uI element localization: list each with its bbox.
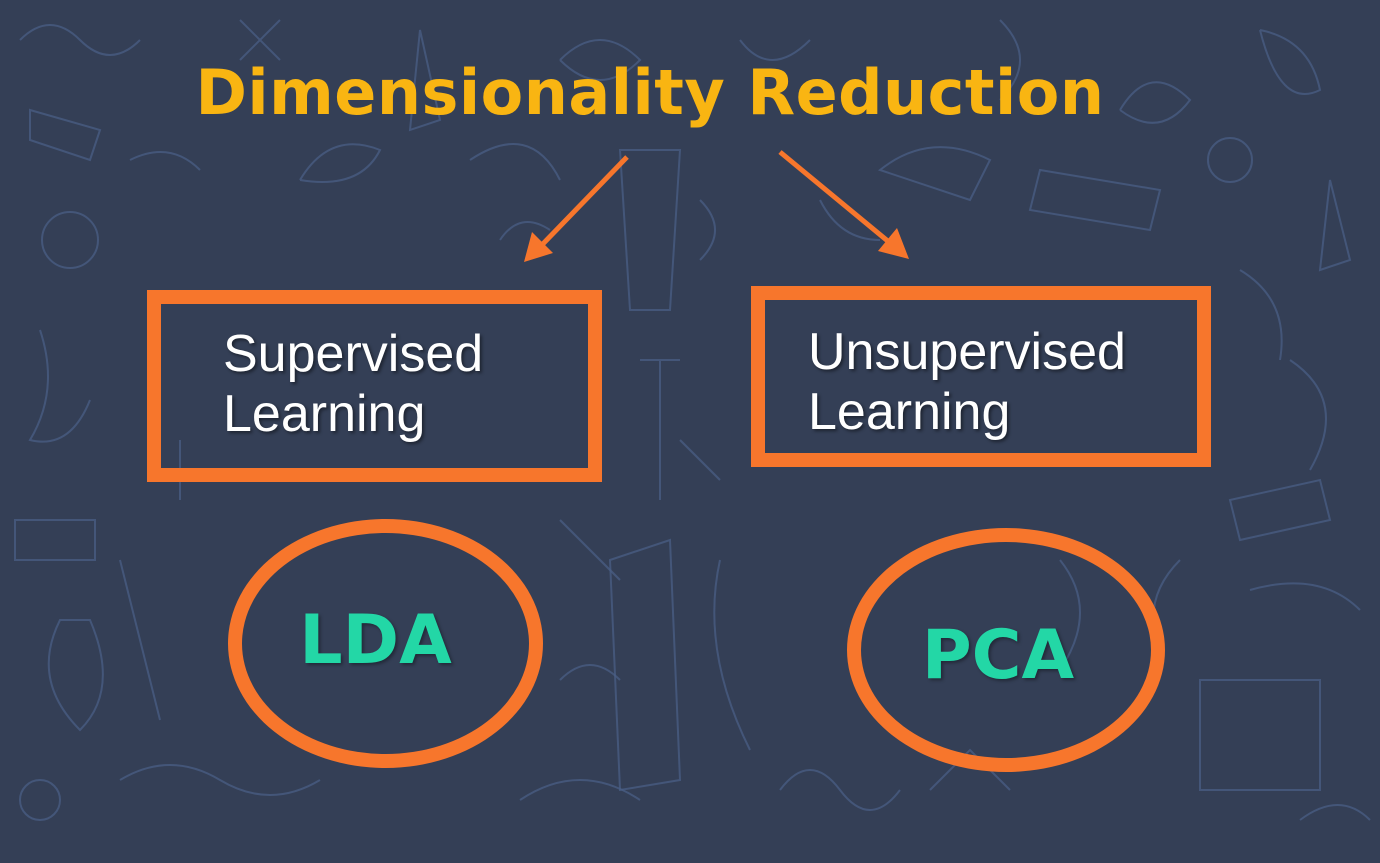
supervised-learning-label: Supervised Learning bbox=[223, 324, 483, 444]
unsupervised-learning-box: Unsupervised Learning bbox=[751, 286, 1211, 467]
supervised-learning-box: Supervised Learning bbox=[147, 290, 602, 482]
lda-label: LDA bbox=[299, 601, 452, 680]
pca-oval: PCA bbox=[847, 528, 1165, 772]
pca-label: PCA bbox=[921, 616, 1075, 695]
unsupervised-label-line1: Unsupervised bbox=[808, 323, 1126, 381]
arrow-to-supervised bbox=[524, 155, 629, 262]
diagram-title: Dimensionality Reduction bbox=[195, 56, 1105, 129]
arrow-to-unsupervised bbox=[778, 150, 909, 259]
unsupervised-learning-label: Unsupervised Learning bbox=[808, 322, 1126, 442]
unsupervised-label-line2: Learning bbox=[808, 383, 1011, 441]
supervised-label-line2: Learning bbox=[223, 385, 426, 443]
lda-oval: LDA bbox=[228, 519, 543, 768]
supervised-label-line1: Supervised bbox=[223, 325, 484, 383]
